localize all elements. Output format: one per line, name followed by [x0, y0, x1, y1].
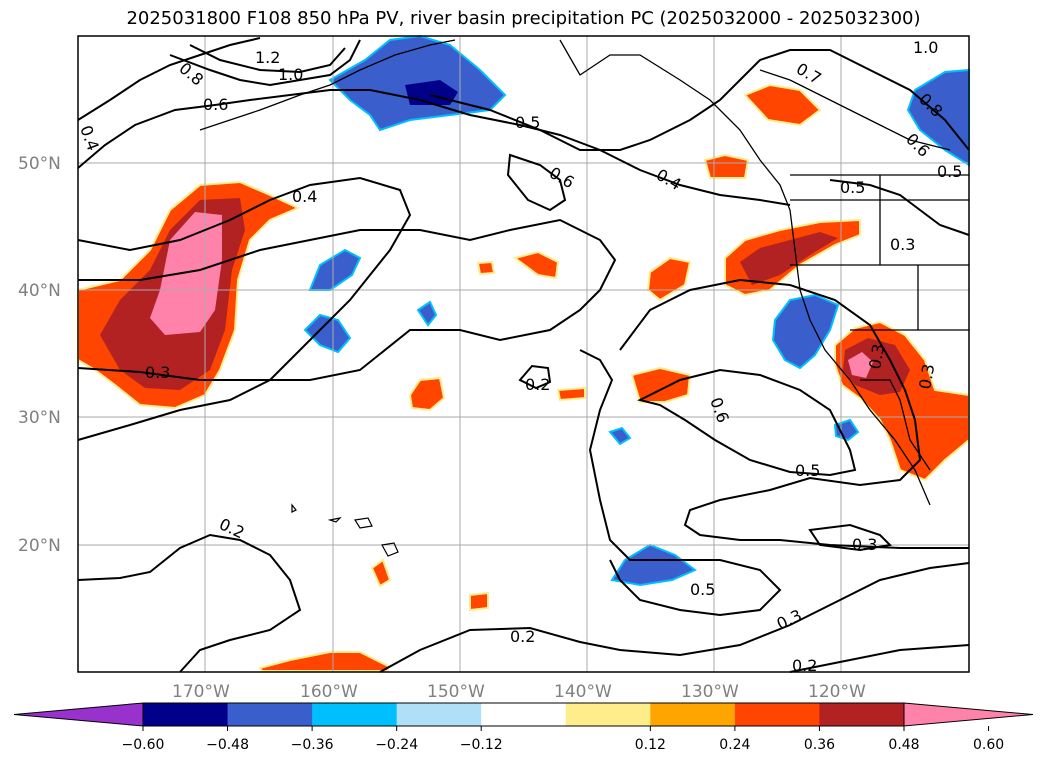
pv-contours — [77, 37, 970, 673]
colorbar-tick-label: −0.60 — [122, 737, 165, 753]
contour-label: 0.5 — [690, 580, 715, 599]
contour-label: 0.8 — [175, 59, 207, 90]
colorbar-segment — [312, 703, 398, 726]
negative-anomaly-south — [610, 543, 697, 587]
colorbar-segment — [481, 703, 567, 726]
precipitation-fill — [77, 34, 970, 672]
contour-label: 0.5 — [840, 178, 865, 197]
lon-label-160w: 160°W — [300, 682, 358, 702]
positive-anomaly-patch-1 — [408, 376, 446, 412]
coastlines — [199, 39, 969, 506]
contour-label: 0.6 — [546, 163, 578, 192]
colorbar-tick-label: 0.12 — [635, 737, 666, 753]
contour-label: 0.4 — [653, 165, 685, 194]
negative-anomaly-patch-13 — [833, 418, 860, 442]
contour-label: 1.0 — [278, 65, 303, 84]
contour-label: 0.3 — [915, 362, 938, 390]
contour-label: 0.2 — [525, 375, 550, 394]
lat-label-20n: 20°N — [18, 536, 61, 556]
contour-label: 0.5 — [515, 113, 540, 132]
colorbar-segment — [650, 703, 736, 726]
colorbar-segment — [227, 703, 313, 726]
contour-label: 0.2 — [510, 627, 535, 646]
lon-label-140w: 140°W — [554, 682, 612, 702]
strong-anomaly-pnw — [740, 232, 838, 285]
negative-anomaly-north — [328, 34, 507, 132]
colorbar-tick-label: 0.36 — [804, 737, 835, 753]
contour-label: 0.6 — [706, 395, 733, 425]
positive-anomaly-patch-9 — [469, 591, 489, 612]
colorbar-extend-low — [13, 702, 144, 727]
peak-anomaly-west — [150, 212, 222, 335]
lon-label-150w: 150°W — [427, 682, 485, 702]
hawaii-islands — [291, 503, 399, 557]
contour-label: 0.3 — [145, 363, 170, 382]
colorbar-segment — [143, 703, 229, 726]
colorbar-tick-label: −0.36 — [291, 737, 334, 753]
negative-anomaly-central-3 — [416, 300, 438, 327]
negative-anomaly-central-2 — [303, 313, 352, 354]
positive-anomaly-patch-8 — [370, 558, 392, 588]
negative-anomaly-northeast — [906, 68, 970, 167]
colorbar-segment — [734, 703, 820, 726]
lon-label-120w: 120°W — [808, 682, 866, 702]
negative-anomaly-central — [308, 248, 362, 291]
lon-label-130w: 130°W — [681, 682, 739, 702]
colorbar-tick-label: −0.12 — [460, 737, 503, 753]
positive-anomaly-patch-2 — [630, 366, 692, 403]
strong-anomaly-california — [843, 338, 910, 395]
colorbar-extend-high — [903, 702, 1034, 727]
colorbar-tick-label: 0.48 — [888, 737, 919, 753]
contour-label: 1.0 — [913, 38, 938, 57]
negative-anomaly-patch-12 — [608, 426, 632, 446]
colorbar-tick-label: 0.60 — [973, 737, 1004, 753]
map-title: 2025031800 F108 850 hPa PV, river basin … — [126, 8, 921, 29]
map-frame — [77, 35, 970, 673]
contour-label: 0.4 — [292, 187, 317, 206]
peak-anomaly-california — [848, 352, 873, 378]
colorbar: −0.60 −0.48 −0.36 −0.24 −0.12 0.12 0.24 0.36 0.4… — [13, 702, 1034, 753]
contour-label: 0.6 — [203, 95, 228, 114]
contour-label: 0.2 — [216, 514, 247, 542]
contour-label: 0.3 — [852, 535, 877, 554]
colorbar-segment — [819, 703, 905, 726]
positive-anomaly-patch-7 — [258, 651, 389, 672]
contour-label: 0.5 — [937, 162, 962, 181]
colorbar-tick-label: −0.24 — [375, 737, 418, 753]
colorbar-frame — [142, 702, 905, 727]
contour-label: 0.3 — [890, 235, 915, 254]
contour-label: 0.2 — [792, 656, 817, 675]
positive-anomaly-patch-4 — [512, 250, 560, 280]
colorbar-segment — [396, 703, 482, 726]
positive-anomaly-patch-10 — [556, 386, 586, 402]
positive-anomaly-patch-5 — [703, 153, 750, 179]
positive-anomaly-patch-11 — [476, 260, 496, 276]
lon-label-170w: 170°W — [172, 682, 230, 702]
lat-label-50n: 50°N — [18, 154, 61, 174]
lat-label-40n: 40°N — [18, 281, 61, 301]
colorbar-segment — [565, 703, 651, 726]
contour-label: 0.5 — [795, 461, 820, 480]
positive-anomaly-patch-6 — [743, 83, 822, 127]
longitude-labels: 170°W 160°W 150°W 140°W 130°W 120°W — [172, 682, 866, 702]
lat-label-30n: 30°N — [18, 408, 61, 428]
contour-label: 0.4 — [76, 123, 103, 153]
colorbar-tick-label: −0.48 — [206, 737, 249, 753]
contour-label: 1.2 — [255, 48, 280, 67]
latitude-labels: 50°N 40°N 30°N 20°N — [18, 154, 61, 556]
contour-label: 0.3 — [865, 342, 888, 370]
colorbar-tick-label: 0.24 — [719, 737, 750, 753]
